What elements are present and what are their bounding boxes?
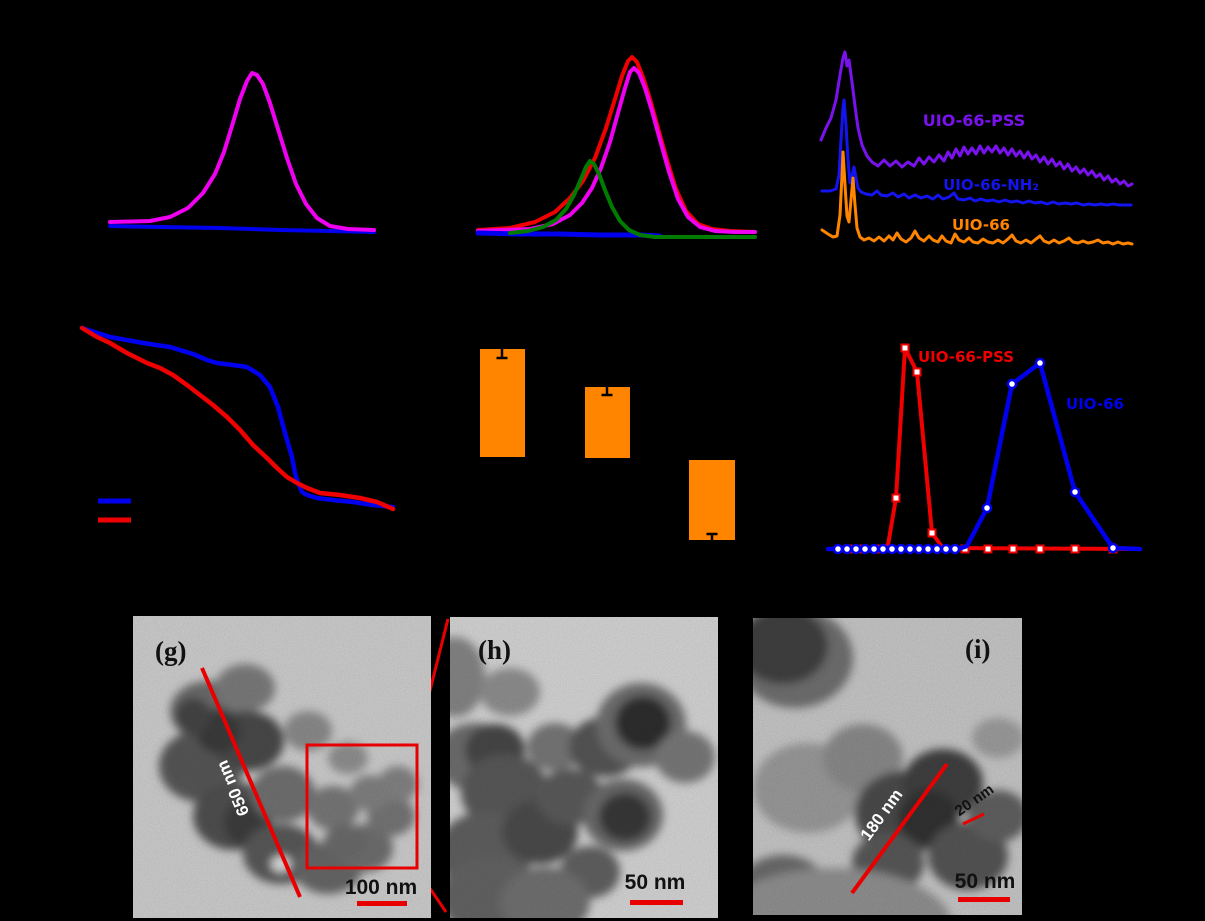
series-label: UIO-66 [1066, 395, 1124, 413]
marker-circle [922, 543, 934, 555]
tem-i-scale-text: 50 nm [955, 870, 1016, 893]
tem-h-scale-text: 50 nm [625, 871, 686, 894]
series-UIO-66-PSS [819, 50, 1134, 188]
series-label: UIO-66-NH₂ [943, 176, 1039, 194]
marker-circle [913, 543, 925, 555]
series-label: UIO-66 [952, 216, 1010, 234]
marker-square [900, 343, 910, 353]
tem-i-noise [753, 618, 1022, 915]
bar [585, 387, 630, 458]
measurement-line-650nm [200, 667, 302, 898]
tem-i-panel-letter: (i) [965, 634, 990, 664]
chart-e [480, 349, 735, 540]
marker-square [1070, 544, 1080, 554]
series-curve-red [79, 325, 396, 512]
marker-square [891, 493, 901, 503]
marker-circle [931, 543, 943, 555]
marker-circle [859, 543, 871, 555]
series-UIO-66-NH2 [820, 98, 1133, 207]
tem-image-h: (h) 50 nm [450, 617, 718, 918]
tem-h-scale-bar [630, 900, 683, 905]
marker-circle [1006, 378, 1018, 390]
series-label: UIO-66-PSS [923, 111, 1025, 130]
chart-d [79, 325, 396, 523]
marker-circle [895, 543, 907, 555]
marker-circle [940, 543, 952, 555]
marker-square [912, 367, 922, 377]
tem-g-scale-bar [357, 901, 407, 906]
zoom-region-box [305, 743, 419, 870]
chart-a [108, 71, 376, 234]
marker-circle [841, 543, 853, 555]
measurement-line-180nm [850, 762, 949, 895]
marker-circle [949, 543, 961, 555]
curves-layer: UIO-66-PSSUIO-66-NH₂UIO-66UIO-66-PSSUIO-… [79, 50, 1143, 555]
chart-b [475, 55, 757, 239]
marker-circle [886, 543, 898, 555]
tem-image-i: (i) 180 nm 20 nm 50 nm [753, 618, 1022, 915]
marker-square [983, 544, 993, 554]
tem-image-g: (g) 650 nm 100 nm [133, 616, 431, 918]
series-curve-blue [79, 325, 396, 510]
measurement-tick-20nm [962, 812, 985, 826]
marker-circle [877, 543, 889, 555]
chart-c: UIO-66-PSS UIO-66-NH₂ UIO-66 [819, 50, 1134, 246]
marker-circle [868, 543, 880, 555]
series-background-line [108, 224, 376, 234]
marker-circle [832, 543, 844, 555]
tem-h-panel-letter: (h) [478, 635, 511, 665]
marker-square [927, 528, 937, 538]
marker-circle [981, 502, 993, 514]
marker-square [1008, 544, 1018, 554]
series-label: UIO-66-PSS [918, 348, 1014, 366]
chart-f: UIO-66-PSS UIO-66 [825, 343, 1143, 555]
marker-square [1035, 544, 1045, 554]
tem-i-scale-bar [958, 897, 1010, 902]
tem-g-panel-letter: (g) [155, 636, 186, 666]
series-UIO-66 [825, 360, 1143, 552]
marker-circle [904, 543, 916, 555]
tem-g-scale-text: 100 nm [345, 876, 417, 899]
series-envelope [476, 55, 757, 234]
series-UIO-66 [820, 150, 1134, 246]
bar [689, 460, 735, 540]
bar [480, 349, 525, 457]
marker-circle [850, 543, 862, 555]
marker-circle [1069, 486, 1081, 498]
marker-circle [1034, 357, 1046, 369]
marker-circle [1107, 542, 1119, 554]
series-main-peak [108, 71, 376, 232]
series-component-main [476, 66, 757, 234]
tem-h-noise [450, 617, 718, 918]
series-component-shoulder [508, 159, 757, 239]
